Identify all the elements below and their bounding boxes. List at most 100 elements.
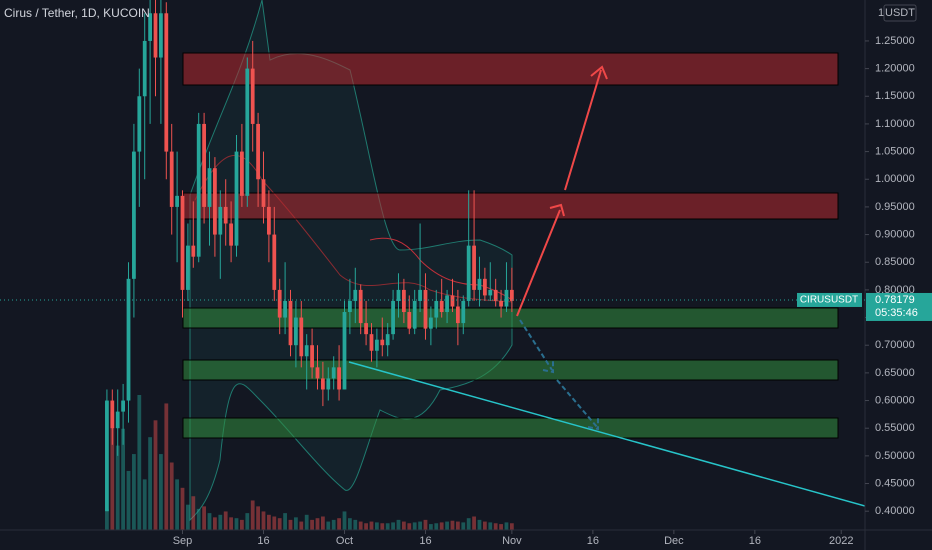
volume-bar — [477, 519, 482, 530]
resistance-zone — [182, 192, 839, 220]
volume-bar — [326, 521, 331, 530]
candle-body — [169, 151, 174, 207]
candle-body — [245, 68, 250, 196]
volume-bar — [310, 519, 314, 530]
volume-bar — [385, 523, 390, 530]
volume-bar — [169, 462, 174, 530]
volume-bar — [353, 519, 358, 530]
candle-body — [466, 245, 471, 301]
volume-bar — [450, 520, 455, 530]
candle-body — [488, 289, 493, 296]
volume-bar — [148, 437, 152, 530]
currency-box — [883, 4, 917, 22]
volume-bar — [186, 504, 190, 530]
y-tick-label: 1.20000 — [875, 63, 915, 75]
candle-body — [186, 245, 190, 290]
volume-bar — [445, 521, 449, 530]
volume-bar — [121, 428, 125, 530]
candle-body — [126, 278, 131, 401]
candle-body — [337, 367, 341, 390]
volume-bar — [207, 513, 212, 530]
candle-body — [374, 339, 379, 351]
candle-body — [482, 278, 487, 296]
volume-bar — [250, 500, 255, 530]
candle-body — [380, 339, 385, 346]
candle-body — [191, 245, 196, 257]
volume-bar — [272, 516, 277, 530]
y-tick-label: 0.50000 — [875, 450, 915, 462]
volume-bar — [137, 395, 142, 530]
candle-body — [261, 179, 266, 207]
candle-body — [256, 123, 260, 180]
moving-average — [194, 154, 513, 303]
price-label-box — [866, 292, 932, 321]
candle-body — [202, 123, 206, 207]
candle-body — [105, 400, 109, 512]
volume-bar — [142, 479, 147, 530]
volume-bar — [110, 411, 115, 530]
volume-bar — [331, 519, 336, 530]
volume-bar — [277, 518, 282, 530]
support-zone — [182, 359, 839, 381]
candle-body — [412, 300, 417, 329]
volume-bar — [428, 524, 433, 530]
candle-body — [418, 289, 422, 301]
volume-bar — [499, 524, 503, 530]
candle-body — [477, 278, 482, 290]
candle-body — [142, 40, 147, 97]
countdown: 05:35:46 — [875, 307, 918, 319]
candle-body — [353, 289, 358, 301]
y-tick-label: 0.85000 — [875, 256, 915, 268]
volume-bar — [218, 514, 223, 530]
candle-body — [369, 334, 374, 351]
x-tick-label: Oct — [336, 535, 353, 547]
candle-body — [428, 317, 433, 329]
volume-bar — [105, 508, 109, 530]
candle-body — [401, 289, 406, 313]
volume-bar — [423, 519, 428, 530]
candle-body — [153, 13, 158, 58]
volume-bar — [191, 496, 196, 530]
volume-bar — [401, 521, 406, 530]
volume-bar — [472, 516, 476, 530]
volume-bar — [488, 522, 493, 530]
y-tick-label: 0.95000 — [875, 201, 915, 213]
candle-body — [493, 289, 498, 301]
candle-body — [288, 300, 293, 346]
volume-bar — [240, 519, 244, 530]
candle-body — [450, 295, 455, 307]
arrow — [564, 65, 608, 191]
y-tick-label: 1.00000 — [875, 173, 915, 185]
volume-bar — [294, 517, 298, 530]
candle-body — [137, 96, 142, 152]
volume-bar — [126, 470, 131, 530]
candle-body — [229, 223, 233, 246]
candle-body — [434, 300, 439, 318]
candle-body — [407, 312, 412, 329]
candle-body — [148, 13, 152, 41]
candle-body — [439, 300, 444, 313]
candle-body — [196, 123, 201, 257]
volume-bar — [132, 454, 136, 530]
volume-bar — [342, 511, 347, 530]
volume-bar — [364, 523, 368, 530]
y-tick-label: 0.70000 — [875, 339, 915, 351]
arrow — [556, 379, 599, 431]
volume-bar — [482, 521, 487, 530]
volume-bar — [347, 518, 352, 530]
x-tick-label: Nov — [502, 535, 522, 547]
volume-bar — [509, 523, 514, 530]
candle-body — [110, 400, 115, 429]
volume-bar — [374, 522, 379, 530]
candle-body — [423, 289, 428, 329]
candle-body — [391, 300, 395, 335]
volume-bar — [175, 479, 179, 530]
y-tick-label: 1.10000 — [875, 118, 915, 130]
volume-bar — [461, 522, 466, 530]
y-tick-label: 0.90000 — [875, 228, 915, 240]
y-tick-label: 1.15000 — [875, 90, 915, 102]
x-tick-label: 16 — [749, 535, 761, 547]
volume-bar — [229, 517, 233, 530]
volume-bar — [288, 519, 293, 530]
x-tick-label: 2022 — [829, 535, 853, 547]
